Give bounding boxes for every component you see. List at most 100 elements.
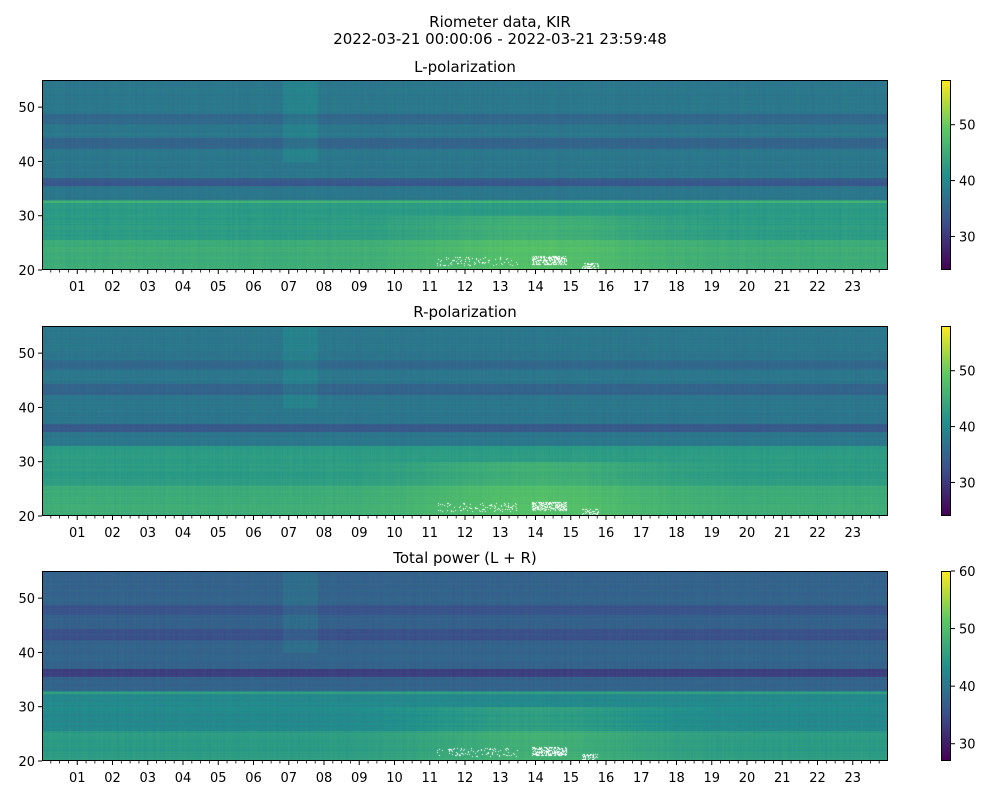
x-tick-label: 07	[280, 280, 297, 295]
y-tick-label: 50	[18, 101, 35, 116]
heatmap-total-power	[42, 571, 888, 761]
x-tick-label: 16	[598, 771, 615, 786]
x-tick-label: 01	[69, 526, 86, 541]
colorbar-tick-label: 40	[959, 680, 976, 695]
figure-title: Riometer data, KIR	[429, 13, 571, 31]
x-tick-label: 04	[175, 280, 192, 295]
x-tick-label: 05	[210, 771, 227, 786]
x-tick-label: 21	[774, 280, 791, 295]
x-tick-label: 22	[809, 280, 826, 295]
x-tick-label: 11	[421, 280, 438, 295]
x-tick-label: 19	[703, 526, 720, 541]
x-tick-label: 18	[668, 526, 685, 541]
y-tick-label: 30	[18, 701, 35, 716]
colorbar-tick-label: 40	[959, 175, 976, 190]
x-tick-label: 11	[421, 526, 438, 541]
colorbar-tick-label: 30	[959, 738, 976, 753]
colorbar-tick-label: 50	[959, 119, 976, 134]
y-tick-label: 40	[18, 155, 35, 170]
y-tick-label: 30	[18, 456, 35, 471]
x-tick-label: 16	[598, 526, 615, 541]
x-tick-label: 08	[316, 526, 333, 541]
colorbar-tick-label: 60	[959, 565, 976, 580]
x-tick-label: 13	[492, 771, 509, 786]
x-tick-label: 09	[351, 280, 368, 295]
y-tick-label: 20	[18, 510, 35, 525]
figure-subtitle: 2022-03-21 00:00:06 - 2022-03-21 23:59:4…	[333, 30, 667, 48]
x-tick-label: 08	[316, 280, 333, 295]
colorbar-tick-label: 50	[959, 365, 976, 380]
x-tick-label: 23	[844, 771, 861, 786]
x-tick-label: 11	[421, 771, 438, 786]
x-tick-label: 01	[69, 280, 86, 295]
x-tick-label: 22	[809, 771, 826, 786]
heatmap-image	[43, 327, 887, 515]
x-tick-label: 10	[386, 526, 403, 541]
panel-title-l-polarization: L-polarization	[414, 58, 516, 76]
heatmap-image	[43, 81, 887, 269]
x-tick-label: 23	[844, 526, 861, 541]
x-tick-label: 12	[457, 280, 474, 295]
x-tick-label: 04	[175, 526, 192, 541]
x-tick-label: 06	[245, 526, 262, 541]
x-tick-label: 03	[139, 526, 156, 541]
x-tick-label: 17	[633, 771, 650, 786]
x-tick-label: 15	[562, 526, 579, 541]
colorbar-r-polarization	[941, 326, 951, 516]
x-tick-label: 14	[527, 771, 544, 786]
colorbar-total-power	[941, 571, 951, 761]
x-tick-label: 09	[351, 771, 368, 786]
x-tick-label: 17	[633, 526, 650, 541]
y-tick-label: 20	[18, 755, 35, 770]
x-tick-label: 18	[668, 280, 685, 295]
y-tick-label: 50	[18, 347, 35, 362]
x-tick-label: 21	[774, 526, 791, 541]
x-tick-label: 01	[69, 771, 86, 786]
panel-title-r-polarization: R-polarization	[413, 303, 517, 321]
heatmap-r-polarization	[42, 326, 888, 516]
y-tick-label: 30	[18, 210, 35, 225]
colorbar-tick-label: 30	[959, 230, 976, 245]
y-tick-label: 40	[18, 401, 35, 416]
y-tick-label: 40	[18, 646, 35, 661]
x-tick-label: 03	[139, 771, 156, 786]
x-tick-label: 14	[527, 526, 544, 541]
x-tick-label: 14	[527, 280, 544, 295]
x-tick-label: 22	[809, 526, 826, 541]
x-tick-label: 06	[245, 771, 262, 786]
x-tick-label: 13	[492, 526, 509, 541]
x-tick-label: 20	[739, 526, 756, 541]
colorbar-tick-label: 50	[959, 623, 976, 638]
x-tick-label: 23	[844, 280, 861, 295]
x-tick-label: 10	[386, 280, 403, 295]
x-tick-label: 19	[703, 280, 720, 295]
x-tick-label: 20	[739, 771, 756, 786]
x-tick-label: 13	[492, 280, 509, 295]
heatmap-l-polarization	[42, 80, 888, 270]
panel-title-total-power: Total power (L + R)	[393, 549, 537, 567]
x-tick-label: 21	[774, 771, 791, 786]
heatmap-image	[43, 572, 887, 760]
x-tick-label: 15	[562, 771, 579, 786]
x-tick-label: 09	[351, 526, 368, 541]
x-tick-label: 06	[245, 280, 262, 295]
x-tick-label: 05	[210, 280, 227, 295]
colorbar-tick-label: 30	[959, 476, 976, 491]
x-tick-label: 04	[175, 771, 192, 786]
x-tick-label: 20	[739, 280, 756, 295]
colorbar-tick-label: 40	[959, 421, 976, 436]
x-tick-label: 07	[280, 771, 297, 786]
x-tick-label: 05	[210, 526, 227, 541]
x-tick-label: 19	[703, 771, 720, 786]
x-tick-label: 16	[598, 280, 615, 295]
x-tick-label: 12	[457, 526, 474, 541]
x-tick-label: 03	[139, 280, 156, 295]
colorbar-l-polarization	[941, 80, 951, 270]
x-tick-label: 02	[104, 526, 121, 541]
x-tick-label: 07	[280, 526, 297, 541]
x-tick-label: 02	[104, 280, 121, 295]
x-tick-label: 17	[633, 280, 650, 295]
x-tick-label: 08	[316, 771, 333, 786]
x-tick-label: 15	[562, 280, 579, 295]
x-tick-label: 02	[104, 771, 121, 786]
